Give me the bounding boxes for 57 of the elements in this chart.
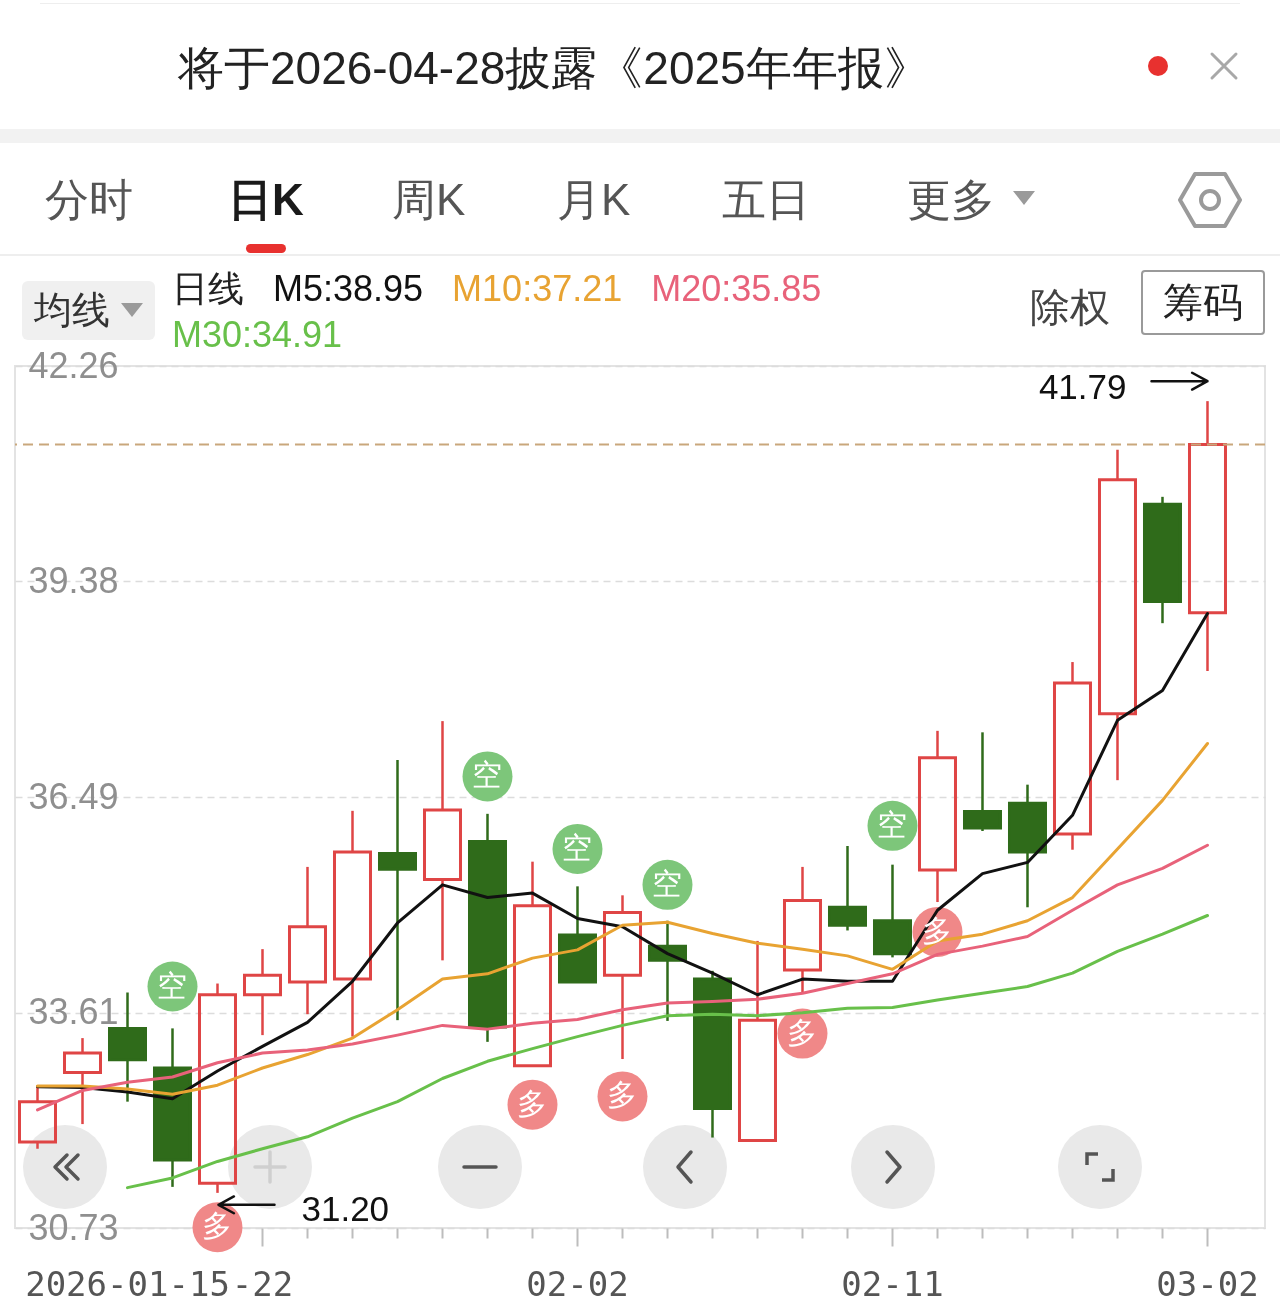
y-tick-label: 36.49 — [28, 775, 119, 817]
data-label: 多 — [517, 1086, 548, 1120]
line-series — [126, 914, 1209, 1190]
y-tick-label: 39.38 — [28, 559, 119, 601]
candlestick — [1052, 660, 1092, 851]
candlestick — [558, 885, 597, 984]
data-label: 空 — [562, 830, 593, 864]
text: M30:34.91 — [172, 313, 343, 357]
data-label: 多 — [607, 1078, 638, 1112]
candlestick — [378, 758, 417, 1022]
candlestick — [737, 939, 777, 1143]
data-label: 空 — [652, 866, 683, 900]
x-tick-label: -22 — [231, 1263, 294, 1304]
candlestick — [288, 865, 327, 1016]
candlestick — [153, 1027, 192, 1189]
data-label: 空 — [157, 968, 188, 1002]
candlestick — [333, 809, 372, 1038]
x-tick-label: 03-02 — [1156, 1263, 1259, 1304]
text: 更多 — [907, 174, 995, 226]
candlestick — [513, 860, 552, 1068]
text: 分时 — [45, 174, 133, 226]
y-tick-label: 33.61 — [28, 991, 119, 1033]
data-label: 空 — [472, 758, 503, 792]
data-label: 空 — [877, 807, 908, 841]
text: 除权 — [1030, 284, 1110, 331]
annotation: 41.79 — [1038, 367, 1127, 407]
text: M10:37.21 — [452, 267, 623, 311]
data-label: 多 — [202, 1209, 233, 1243]
text: M20:35.85 — [651, 267, 822, 311]
candlestick — [1187, 399, 1227, 673]
text: 周K — [392, 174, 466, 226]
candlestick — [603, 894, 642, 1061]
text: 均线 — [34, 288, 110, 333]
candlestick — [1007, 783, 1047, 909]
y-tick-label: 42.26 — [28, 344, 119, 386]
candlestick — [198, 982, 237, 1195]
candlestick — [1097, 448, 1137, 782]
candlestick — [243, 947, 282, 1037]
annotation: 31.20 — [301, 1188, 390, 1228]
data-label: 多 — [787, 1015, 818, 1049]
text: 月K — [557, 174, 631, 226]
candlestick — [782, 865, 822, 995]
candlestick — [423, 719, 462, 962]
candlestick — [63, 1036, 102, 1126]
candlestick — [917, 729, 957, 904]
x-tick-label: 02-02 — [526, 1263, 629, 1304]
x-tick-label: 2026-01-15 — [25, 1263, 230, 1304]
chart-title: 将于2026-04-28披露《2025年年报》 — [178, 41, 930, 96]
y-tick-label: 30.73 — [28, 1206, 119, 1248]
text: 五日 — [722, 174, 810, 226]
text: M5:38.95 — [273, 267, 424, 311]
x-tick-label: 02-11 — [841, 1263, 944, 1304]
text: 日K — [228, 174, 304, 226]
legend-title: 日线 — [172, 267, 244, 311]
data-label: 多 — [922, 913, 953, 947]
text: 筹码 — [1162, 279, 1244, 326]
candlestick — [1142, 495, 1182, 625]
